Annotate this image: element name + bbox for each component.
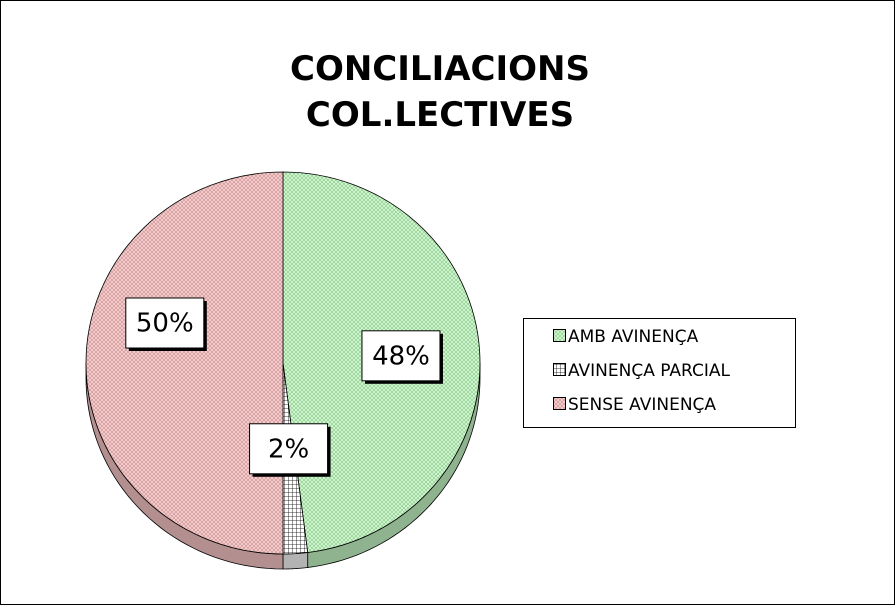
data-label: 2% — [268, 434, 309, 464]
legend: AMB AVINENÇA AVINENÇA PARCIAL SENSE AVINEN… — [553, 327, 731, 415]
label-box — [361, 330, 441, 382]
data-label: 48% — [372, 341, 430, 371]
legend-label: SENSE AVINENÇA — [568, 395, 716, 415]
legend-label: AMB AVINENÇA — [568, 327, 699, 347]
legend-label: AVINENÇA PARCIAL — [568, 361, 731, 381]
chart-title: CONCILIACIONS COL.LECTIVES — [290, 49, 590, 135]
legend-swatch-pattern — [553, 363, 566, 376]
label-box — [249, 423, 329, 475]
pie-slice-pattern — [86, 172, 283, 554]
legend-box — [523, 318, 796, 428]
pie-slice-side — [282, 552, 309, 570]
legend-swatch-pattern — [553, 397, 566, 410]
legend-swatch-pattern — [553, 329, 566, 342]
data-label: 50% — [136, 309, 194, 339]
pie — [85, 171, 481, 570]
labels: 48% 2% 50% — [125, 297, 443, 477]
label-box — [125, 297, 205, 349]
